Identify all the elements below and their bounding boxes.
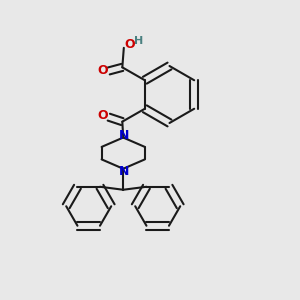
Text: O: O [124, 38, 135, 51]
Text: O: O [97, 64, 107, 76]
Text: O: O [97, 109, 107, 122]
Text: N: N [119, 165, 129, 178]
Text: N: N [119, 129, 129, 142]
Text: H: H [134, 36, 143, 46]
